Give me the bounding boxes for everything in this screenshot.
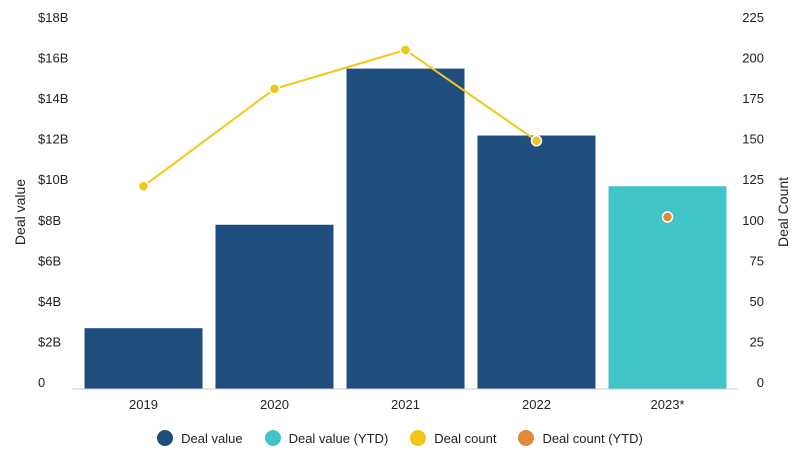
legend-item-deal-count: Deal count (410, 430, 496, 446)
legend-swatch-deal-count-ytd (518, 430, 535, 446)
y-axis-title: Deal value (12, 179, 28, 245)
legend: Deal value Deal value (YTD) Deal count D… (0, 430, 800, 446)
x-tick-label: 2020 (260, 397, 289, 412)
legend-swatch-deal-count (410, 430, 427, 446)
y-tick-label: $2B (38, 334, 61, 349)
deal-count-ytd-point (661, 211, 674, 223)
legend-label-deal-count: Deal count (434, 430, 497, 446)
left-axis-ticks: 0 $2B $4B $6B $8B $10B $12B $14B $16B $18B (38, 10, 68, 390)
y-tick-label: $16B (38, 51, 68, 66)
x-tick-label: 2022 (522, 397, 551, 412)
legend-label-deal-count-ytd: Deal count (YTD) (542, 430, 643, 446)
deal-count-point (530, 135, 543, 147)
x-axis-ticks: 2019 2020 2021 2022 2023* (129, 397, 684, 412)
bars (84, 68, 727, 389)
deal-count-line (142, 48, 538, 188)
bar-deal-value (346, 68, 465, 389)
y-tick-label: $10B (38, 172, 68, 187)
bar-deal-value (84, 328, 203, 389)
legend-item-deal-value: Deal value (157, 430, 243, 446)
legend-label-deal-value-ytd: Deal value (YTD) (288, 430, 389, 446)
deal-count-point (137, 180, 150, 192)
y-tick-label: $18B (38, 10, 68, 25)
legend-item-deal-count-ytd: Deal count (YTD) (518, 430, 643, 446)
y-tick-label: $12B (38, 132, 68, 147)
legend-swatch-deal-value (157, 430, 174, 446)
y2-tick-label: 175 (742, 91, 764, 106)
y2-tick-label: 200 (742, 51, 764, 66)
bar-deal-value (477, 135, 596, 389)
y-tick-label: 0 (38, 375, 45, 390)
y-tick-label: $8B (38, 213, 61, 228)
deal-count-line-layer (137, 44, 674, 223)
y2-tick-label: 0 (757, 375, 764, 390)
x-tick-label: 2021 (391, 397, 420, 412)
legend-label-deal-value: Deal value (181, 430, 243, 446)
y2-tick-label: 25 (750, 334, 764, 349)
legend-swatch-deal-value-ytd (264, 430, 281, 446)
y2-tick-label: 50 (750, 294, 764, 309)
x-tick-label: 2019 (129, 397, 158, 412)
legend-item-deal-value-ytd: Deal value (YTD) (264, 430, 389, 446)
deal-count-point (268, 83, 281, 95)
y-tick-label: $14B (38, 91, 68, 106)
y2-tick-label: 75 (750, 253, 764, 268)
y-tick-label: $4B (38, 294, 61, 309)
bar-deal-value (215, 224, 334, 389)
right-axis-ticks: 0 25 50 75 100 125 150 175 200 225 (742, 10, 764, 390)
y2-tick-label: 225 (742, 10, 764, 25)
deal-count-point (399, 44, 412, 56)
y2-tick-label: 150 (742, 132, 764, 147)
x-tick-label: 2023* (651, 397, 685, 412)
y2-axis-title: Deal Count (775, 177, 791, 247)
y-tick-label: $6B (38, 253, 61, 268)
y2-tick-label: 100 (742, 213, 764, 228)
y2-tick-label: 125 (742, 172, 764, 187)
